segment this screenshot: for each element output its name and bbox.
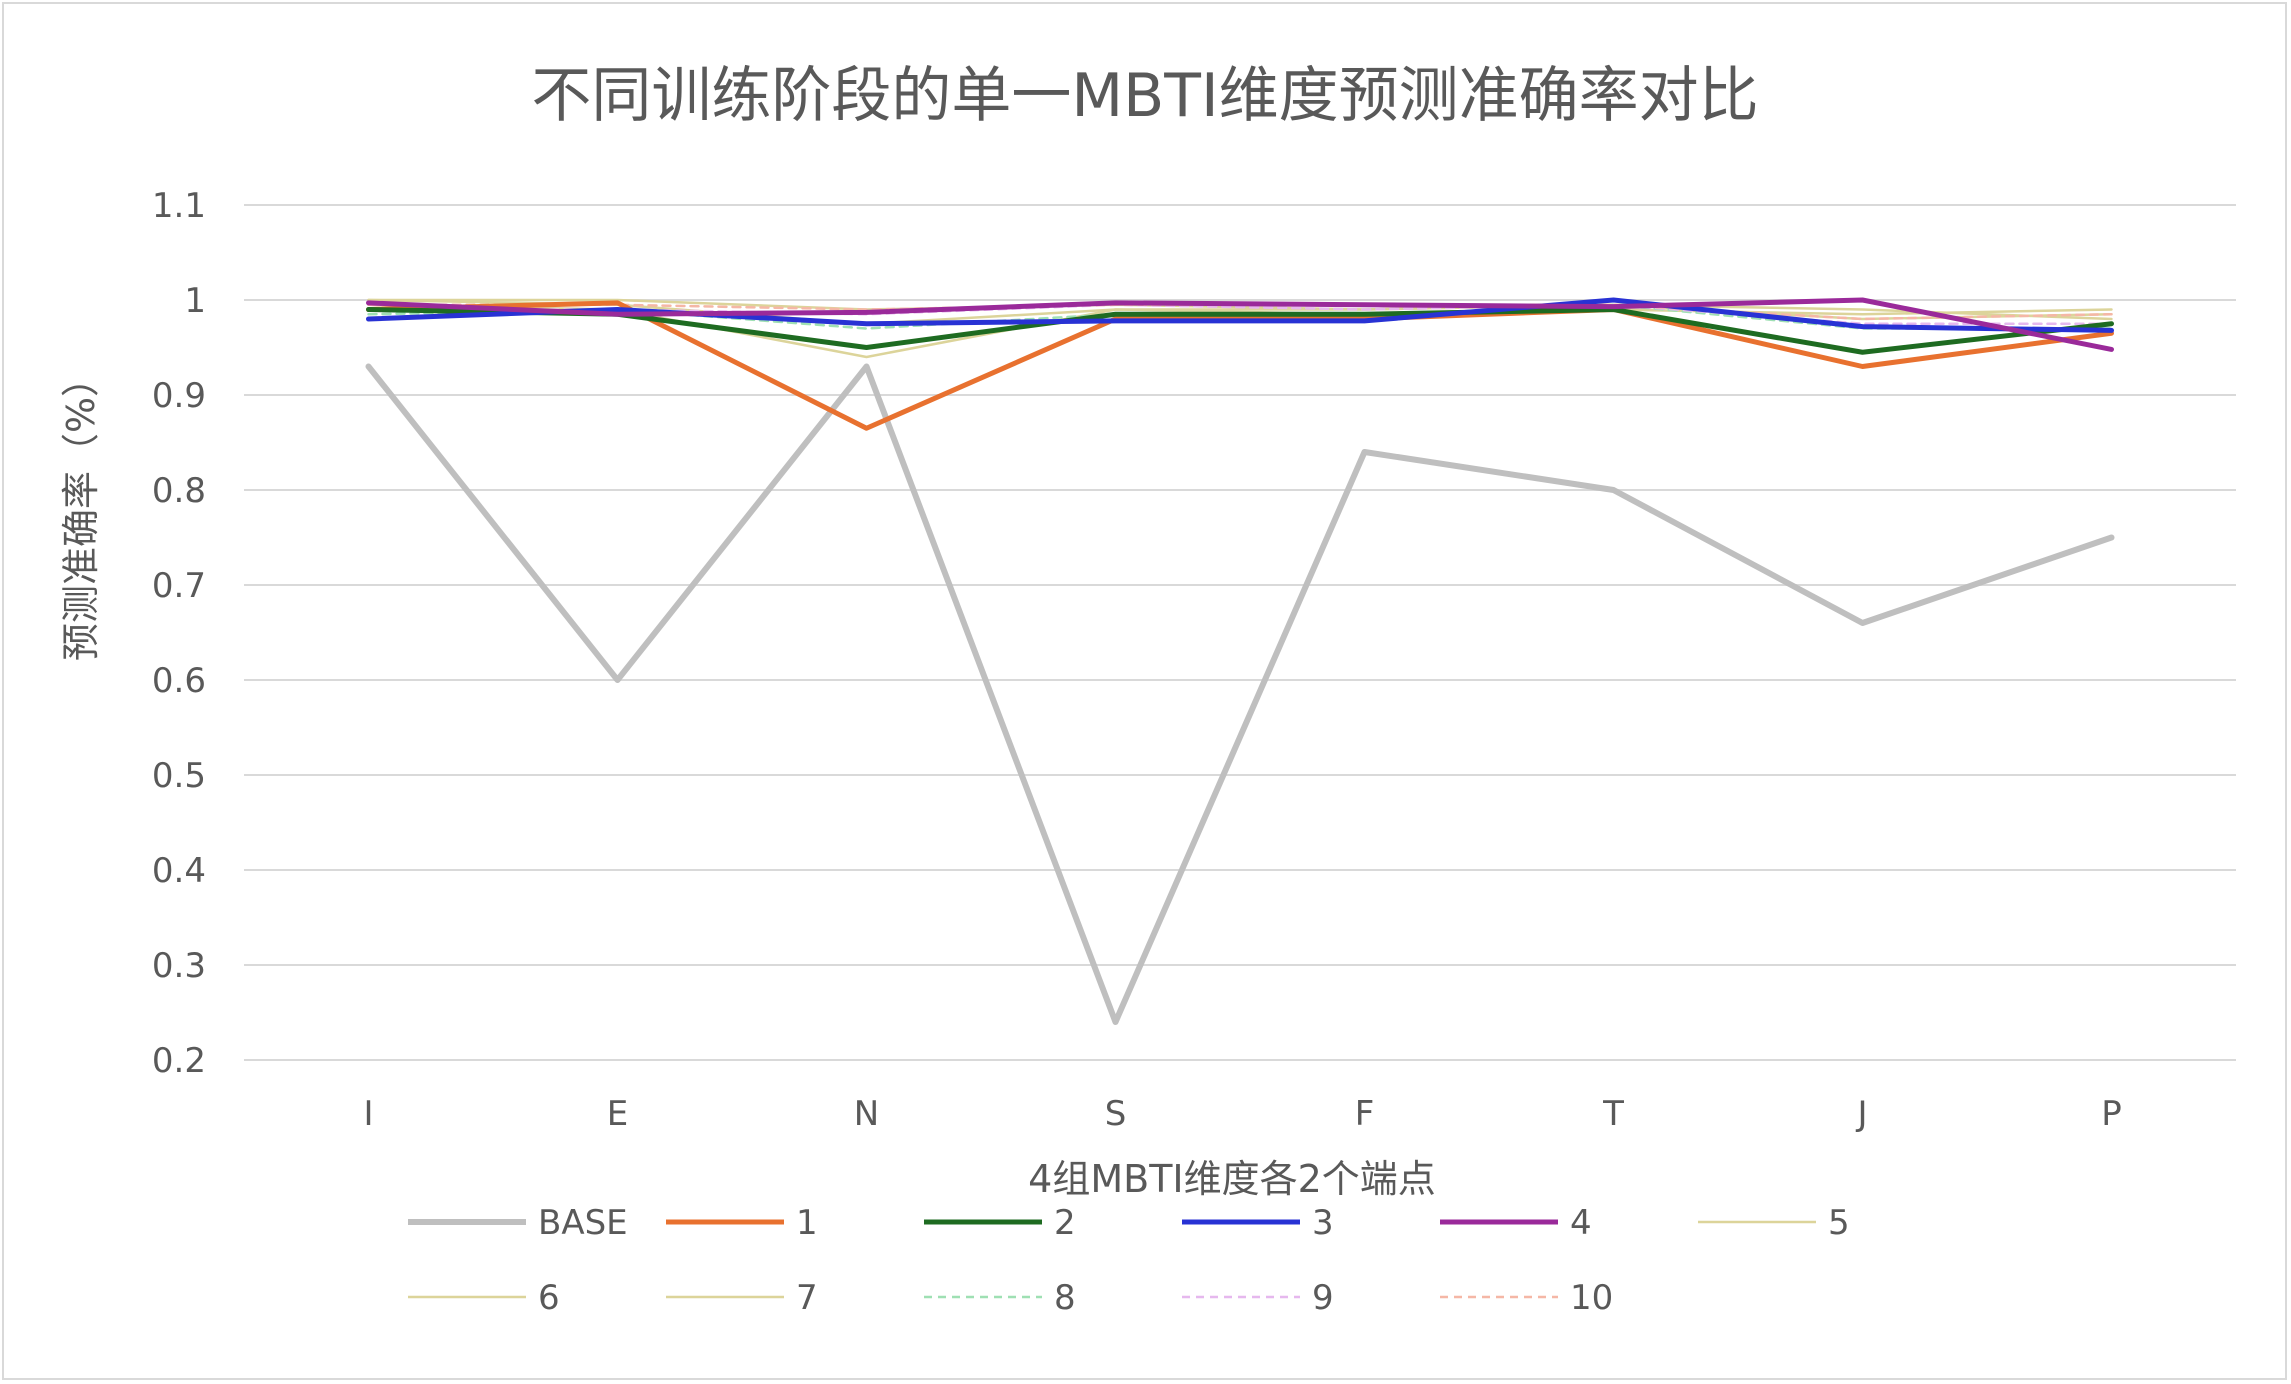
x-tick-label: S [1105,1094,1127,1134]
x-tick-label: F [1355,1094,1375,1134]
legend-label: 7 [796,1278,818,1318]
x-tick-label: P [2101,1094,2122,1134]
x-axis-label: 4组MBTI维度各2个端点 [1028,1157,1436,1201]
y-tick-label: 0.5 [152,756,206,796]
y-tick-label: 0.6 [152,661,206,701]
legend-label: 10 [1570,1278,1613,1318]
series-line-9 [367,303,2113,325]
gridlines [244,204,2236,1061]
y-tick-label: 0.4 [152,851,206,891]
legend-label: 1 [796,1203,818,1243]
y-tick-label: 1.1 [152,186,206,226]
legend-label: 6 [538,1278,560,1318]
x-tick-label: T [1602,1094,1624,1134]
legend-label: 2 [1054,1203,1076,1243]
legend: BASE 1 2 3 4 5 6 7 8 9 10 [408,1203,1850,1318]
legend-label: 5 [1828,1203,1850,1243]
legend-label: 4 [1570,1203,1592,1243]
chart-title: 不同训练阶段的单一MBTI维度预测准确率对比 [531,61,1758,131]
y-axis-label: 预测准确率（%） [59,359,103,661]
y-axis-ticks: 0.2 0.3 0.4 0.5 0.6 0.7 0.8 0.9 1 1.1 [152,186,206,1081]
x-tick-label: E [607,1094,628,1134]
y-tick-label: 0.3 [152,946,206,986]
x-tick-label: I [363,1094,373,1134]
series-line-5 [367,298,2113,325]
series-line-4 [366,297,2114,352]
y-tick-label: 0.7 [152,566,206,606]
series-lines [365,297,2115,1025]
y-tick-label: 0.8 [152,471,206,511]
y-tick-label: 0.2 [152,1041,206,1081]
x-tick-label: J [1855,1094,1867,1134]
series-line-2 [366,307,2114,355]
y-tick-label: 0.9 [152,376,206,416]
x-tick-label: N [854,1094,879,1134]
series-line-BASE [365,363,2115,1025]
legend-label: 3 [1312,1203,1334,1243]
legend-label: BASE [538,1203,628,1243]
y-tick-label: 1 [184,281,206,321]
legend-label: 8 [1054,1278,1076,1318]
legend-label: 9 [1312,1278,1334,1318]
